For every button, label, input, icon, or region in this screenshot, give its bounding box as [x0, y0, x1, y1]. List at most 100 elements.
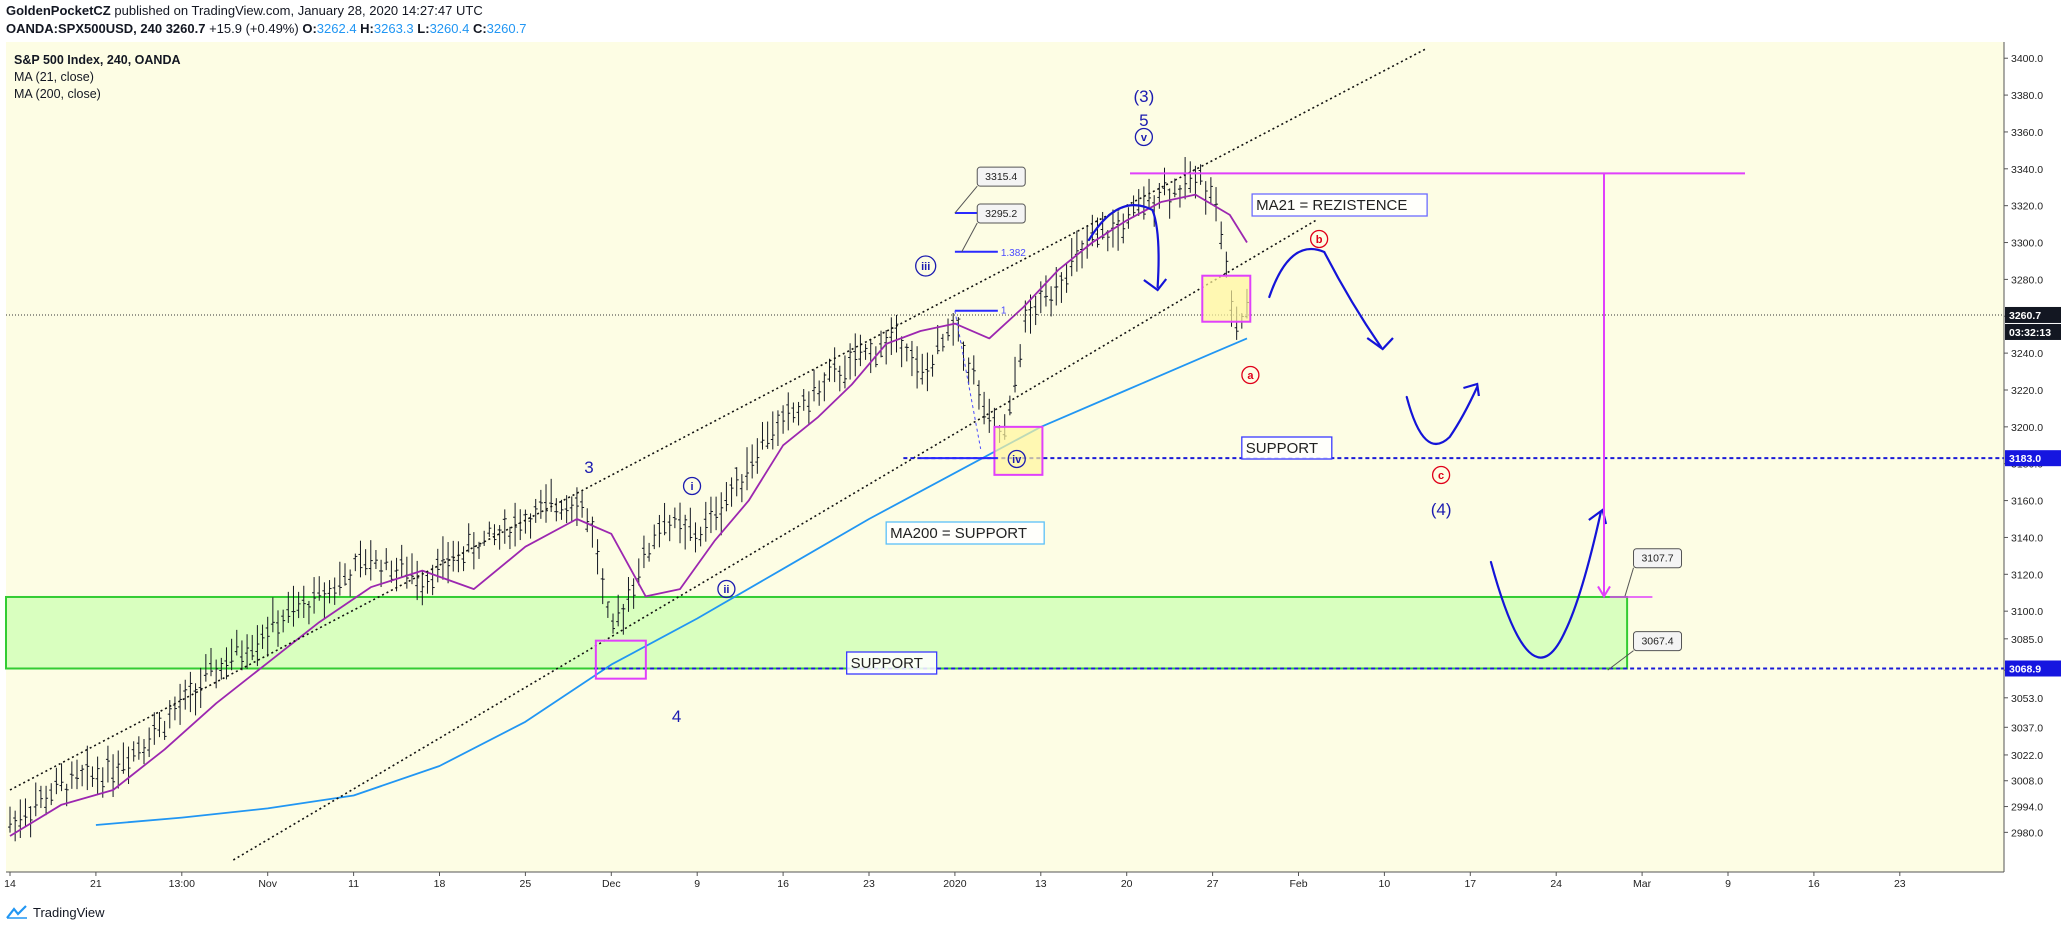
publish-info: GoldenPocketCZ published on TradingView.… [6, 3, 483, 19]
support-tag-3068: 3068.9 [2009, 663, 2041, 675]
wave-iii-text: iii [921, 261, 930, 273]
callout-3295-pointer [961, 222, 978, 252]
price-tick-label: 2980.0 [2011, 827, 2043, 839]
callout-3067-label: 3067.4 [1641, 636, 1673, 648]
time-tick-label: 13:00 [169, 878, 195, 890]
time-tick-label: 17 [1464, 878, 1476, 890]
wave-a-text: a [1247, 370, 1254, 382]
wave-c-text: c [1438, 470, 1444, 482]
callout-3067[interactable]: 3067.4 [1607, 631, 1683, 671]
projection-curve-3 [1405, 385, 1479, 445]
time-tick-label: 23 [863, 878, 875, 890]
ma21-line[interactable] [9, 193, 1248, 837]
high-label: H: [360, 21, 374, 36]
wave-i-circle [682, 476, 702, 496]
time-tick-label: 25 [520, 878, 532, 890]
wave-iii: iii [915, 255, 937, 277]
callout-3295[interactable]: 3295.2 [961, 203, 1026, 252]
callout-3067-box [1633, 631, 1683, 652]
callout-3067-pointer [1607, 650, 1634, 671]
price-chart[interactable]: 1.6181.38213315.43295.23107.73067.4viiii… [0, 42, 2071, 892]
callout-3315[interactable]: 3315.4 [954, 166, 1026, 214]
ma200-support-box[interactable]: MA200 = SUPPORT [885, 521, 1045, 545]
price-bars [8, 157, 1249, 842]
time-tick-label: 21 [90, 878, 102, 890]
support-box-lower-text: SUPPORT [851, 655, 923, 672]
price-tick-label: 3200.0 [2011, 422, 2043, 434]
time-tick-label: 20 [1121, 878, 1133, 890]
callout-3107[interactable]: 3107.7 [1624, 548, 1683, 597]
price-axis[interactable]: 3400.0 3380.0 3360.0 3340.0 3320.0 3300.0 3280… [2003, 42, 2071, 892]
support-box-lower-box [846, 651, 938, 675]
price-tick-label: 3140.0 [2011, 532, 2043, 544]
wave-ii-circle [717, 579, 736, 599]
price-tick-label: 3300.0 [2011, 238, 2043, 250]
support-box-upper-text: SUPPORT [1246, 440, 1318, 457]
callout-3315-pointer [954, 185, 978, 214]
price-tick-label: 3160.0 [2011, 496, 2043, 508]
time-tick-label: 18 [434, 878, 446, 890]
publish-date: published on TradingView.com, January 28… [114, 3, 483, 18]
wave-iv-text: iv [1012, 454, 1022, 466]
wave-v: v [1134, 127, 1154, 147]
tradingview-footer[interactable]: TradingView [6, 904, 105, 920]
legend-ma21[interactable]: MA (21, close) [14, 70, 94, 84]
price-tick-label: 3008.0 [2011, 776, 2043, 788]
time-tick-label: 9 [1725, 878, 1731, 890]
close-label: C: [472, 21, 487, 36]
callout-3107-pointer [1624, 567, 1634, 597]
low-label: L: [417, 21, 430, 36]
wave-v-text: v [1141, 132, 1148, 144]
price-tick-label: 3022.0 [2011, 750, 2043, 762]
support-box-lower[interactable]: SUPPORT [846, 651, 938, 675]
time-tick-label: 16 [777, 878, 789, 890]
callout-3295-label: 3295.2 [985, 208, 1017, 220]
time-tick-label: 10 [1379, 878, 1391, 890]
projection-curve-2 [1268, 247, 1383, 349]
price-tick-label: 3400.0 [2011, 53, 2043, 65]
wave-3-top-label: (3) [1133, 87, 1154, 106]
time-axis[interactable]: 14 21 13:00 Nov 11 18 25 Dec 9 16 23 2020 13 20 27 Feb 1… [0, 871, 2004, 892]
price-tick-label: 3053.0 [2011, 693, 2043, 705]
time-tick-label: Dec [602, 878, 621, 890]
highlight-box-late-jan[interactable] [1201, 274, 1252, 323]
ma200-line[interactable] [95, 337, 1248, 826]
wave-iv: iv [1007, 449, 1026, 469]
projection-curve-4 [1489, 510, 1602, 659]
price-tick-label: 3085.0 [2011, 634, 2043, 646]
legend-title: S&P 500 Index, 240, OANDA [14, 53, 181, 67]
price-tick-label: 3120.0 [2011, 569, 2043, 581]
support-box-upper-box [1241, 436, 1333, 460]
low-value: 3260.4 [429, 21, 470, 36]
open-label: O: [302, 21, 317, 36]
price-change: +15.9 (+0.49%) [209, 21, 299, 36]
projection-curve-1 [1087, 204, 1160, 289]
ma21-resistance-box[interactable]: MA21 = REZISTENCE [1251, 193, 1428, 217]
wave-b: b [1309, 229, 1329, 249]
fib-1382-label: 1.382 [1001, 248, 1026, 259]
time-tick-label: 14 [4, 878, 16, 890]
support-zone[interactable] [5, 595, 1629, 670]
wave-c: c [1431, 465, 1451, 485]
wave-c-circle [1431, 465, 1451, 485]
time-tick-label: 16 [1808, 878, 1820, 890]
tradingview-brand: TradingView [33, 904, 105, 920]
countdown-tag: 03:32:13 [2009, 327, 2051, 339]
last-price-tag: 3260.7 [2009, 310, 2041, 322]
ma21-resistance-box-text: MA21 = REZISTENCE [1256, 197, 1407, 214]
time-tick-label: 27 [1207, 878, 1219, 890]
wave-iii-circle [915, 255, 937, 277]
time-tick-label: 13 [1035, 878, 1047, 890]
price-tick-label: 3340.0 [2011, 164, 2043, 176]
time-tick-label: 9 [694, 878, 700, 890]
symbol-name: OANDA:SPX500USD, 240 [6, 21, 163, 36]
support-box-upper[interactable]: SUPPORT [1241, 436, 1333, 460]
price-axis-bg [2004, 42, 2071, 892]
legend-ma200[interactable]: MA (200, close) [14, 87, 101, 101]
author-name[interactable]: GoldenPocketCZ [6, 3, 111, 18]
wave-ii-text: ii [723, 584, 729, 596]
time-tick-label: 11 [348, 878, 359, 890]
price-tick-label: 3320.0 [2011, 201, 2043, 213]
wave-5-label: 5 [1139, 111, 1148, 130]
highlight-box-dec[interactable] [594, 639, 647, 680]
